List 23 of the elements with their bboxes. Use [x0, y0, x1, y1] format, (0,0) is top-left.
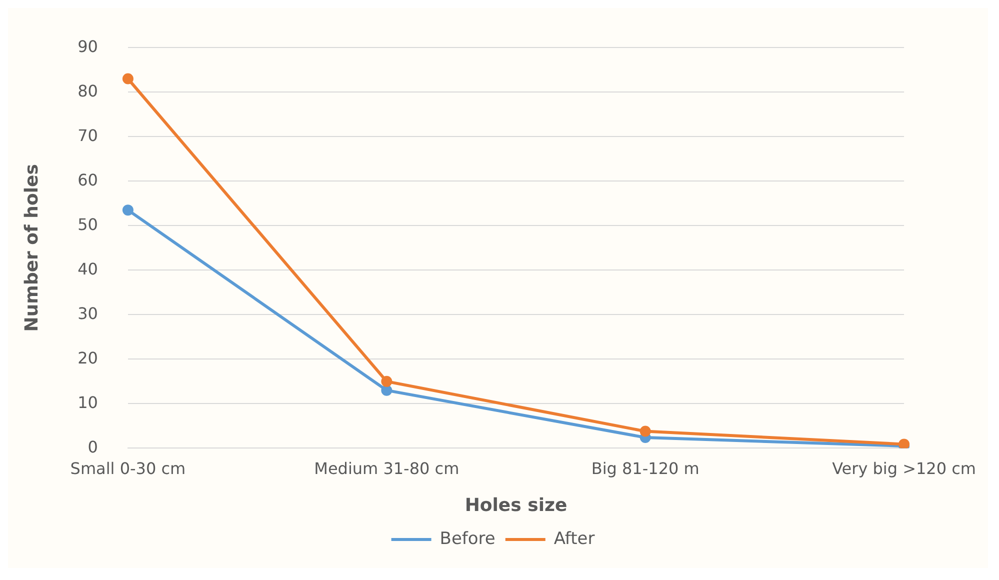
legend-label: Before	[440, 528, 496, 549]
point	[381, 376, 392, 387]
legend-label: After	[554, 528, 595, 549]
x-tick-label: Big 81-120 m	[591, 458, 700, 478]
y-axis-title: Number of holes	[21, 164, 42, 332]
x-tick-label: Small 0-30 cm	[70, 458, 186, 478]
point	[640, 426, 651, 437]
point	[381, 384, 392, 396]
point	[122, 204, 134, 216]
x-axis-title: Holes size	[464, 494, 568, 516]
y-tick-label: 30	[78, 304, 98, 323]
y-tick-label: 40	[78, 259, 98, 278]
y-tick-label: 50	[78, 214, 98, 234]
y-tick-label: 0	[88, 437, 98, 456]
x-tick-label: Medium 31-80 cm	[314, 458, 460, 478]
point	[122, 73, 134, 84]
y-tick-label: 80	[78, 81, 98, 100]
y-tick-label: 90	[78, 36, 98, 56]
y-tick-label: 20	[78, 348, 98, 368]
y-tick-label: 70	[78, 126, 98, 145]
y-tick-label: 60	[78, 170, 98, 190]
x-tick-label: Very big >120 cm	[832, 458, 976, 478]
y-tick-label: 10	[78, 392, 98, 412]
